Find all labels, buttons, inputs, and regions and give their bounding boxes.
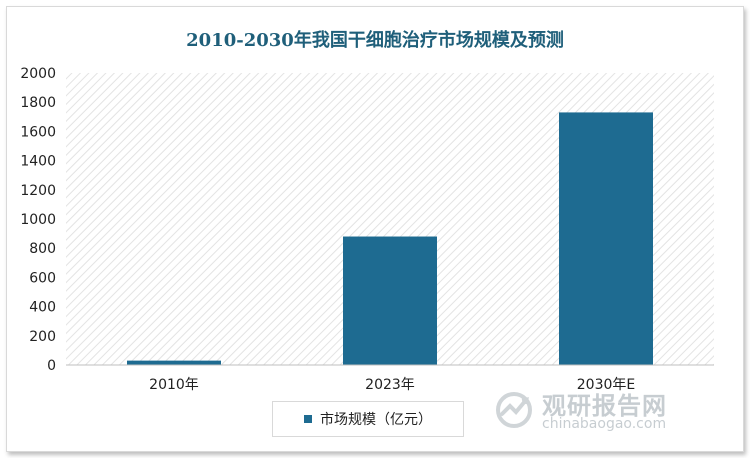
bar bbox=[343, 236, 437, 365]
y-tick-label: 800 bbox=[29, 241, 56, 257]
y-tick-label: 1000 bbox=[20, 212, 56, 228]
watermark-brand-cn: 观研报告网 bbox=[542, 392, 667, 420]
legend-label: 市场规模（亿元） bbox=[320, 412, 432, 428]
x-tick-label: 2010年 bbox=[149, 377, 199, 393]
y-tick-label: 200 bbox=[29, 329, 56, 345]
y-tick-label: 1400 bbox=[20, 154, 56, 170]
legend-swatch bbox=[304, 415, 312, 423]
x-tick-label: 2030年E bbox=[577, 377, 635, 393]
y-tick-label: 0 bbox=[47, 358, 56, 374]
y-tick-label: 2000 bbox=[20, 66, 56, 82]
y-tick-label: 400 bbox=[29, 300, 56, 316]
bar bbox=[127, 360, 221, 365]
watermark: 观研报告网 chinabaogao.com bbox=[492, 384, 692, 434]
y-tick-label: 1800 bbox=[20, 95, 56, 111]
y-tick-label: 1200 bbox=[20, 183, 56, 199]
y-tick-label: 1600 bbox=[20, 124, 56, 140]
watermark-brand-en: chinabaogao.com bbox=[542, 416, 667, 432]
legend: 市场规模（亿元） bbox=[272, 401, 464, 437]
x-tick-label: 2023年 bbox=[365, 377, 415, 393]
chart-title: 2010-2030年我国干细胞治疗市场规模及预测 bbox=[186, 30, 564, 51]
bar bbox=[559, 112, 653, 365]
chart-logo-icon bbox=[496, 392, 532, 428]
y-tick-label: 600 bbox=[29, 270, 56, 286]
